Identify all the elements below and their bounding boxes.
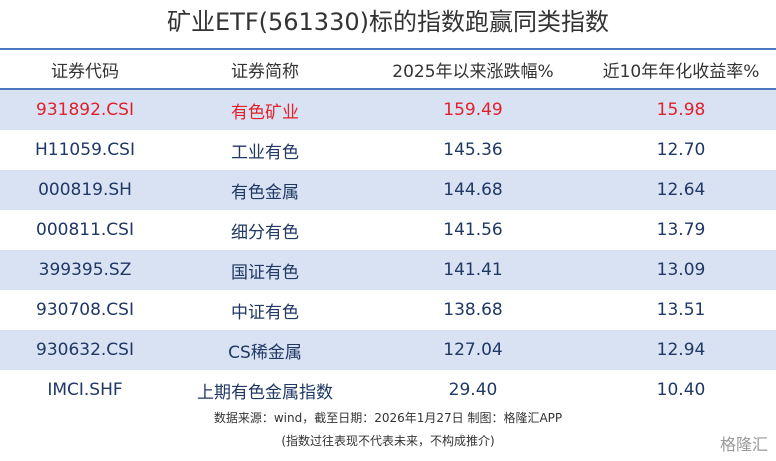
table-body: 931892.CSI 有色矿业 159.49 15.98 H11059.CSI 工业有色 1… — [0, 89, 776, 410]
table-row: H11059.CSI 工业有色 145.36 12.70 — [0, 130, 776, 170]
cell: 13.09 — [586, 250, 776, 290]
header-row: 证券代码 证券简称 2025年以来涨跌幅% 近10年年化收益率% — [0, 48, 776, 90]
header-cell: 近10年年化收益率% — [586, 48, 776, 90]
cell: 13.51 — [656, 300, 706, 320]
cell: 中证有色 — [231, 302, 299, 323]
source-note: 数据来源：wind，截至日期：2026年1月27日 制图：格隆汇APP — [213, 411, 563, 425]
cell: 930632.CSI — [0, 330, 170, 370]
cell: 29.40 — [448, 380, 498, 400]
cell: H11059.CSI — [35, 140, 135, 160]
cell: 930708.CSI — [36, 300, 134, 320]
cell: 141.56 — [443, 220, 503, 240]
cell: 13.79 — [656, 220, 706, 240]
cell: 141.41 — [360, 250, 586, 290]
cell: 138.68 — [443, 300, 503, 320]
cell: 931892.CSI — [0, 89, 170, 130]
cell: 159.49 — [360, 89, 586, 130]
table-row: 000819.SH 有色金属 144.68 12.64 — [0, 170, 776, 210]
cell: 145.36 — [443, 140, 503, 160]
cell: 000819.SH — [0, 170, 170, 210]
cell: 12.94 — [586, 330, 776, 370]
table-row: 930708.CSI 中证有色 138.68 13.51 — [0, 290, 776, 330]
table-row: 399395.SZ 国证有色 141.41 13.09 — [0, 250, 776, 290]
table-row: 930632.CSI CS稀金属 127.04 12.94 — [0, 330, 776, 370]
cell: 127.04 — [360, 330, 586, 370]
header-cell: 证券代码 — [0, 48, 170, 90]
cell: 有色金属 — [170, 170, 360, 210]
cell: IMCI.SHF — [47, 380, 123, 400]
table: 证券代码 证券简称 2025年以来涨跌幅% 近10年年化收益率% 931892.CSI… — [0, 48, 776, 410]
cell: 10.40 — [656, 380, 706, 400]
watermark: 格隆汇 — [719, 435, 768, 454]
disclaimer: (指数过往表现不代表未来，不构成推介) — [281, 434, 495, 448]
cell: 144.68 — [360, 170, 586, 210]
title: 矿业ETF(561330)标的指数跑赢同类指数 — [167, 8, 609, 36]
header-cell: 证券简称 — [170, 48, 360, 90]
cell: 399395.SZ — [0, 250, 170, 290]
table-row: IMCI.SHF 上期有色金属指数 29.40 10.40 — [0, 370, 776, 410]
cell: 细分有色 — [231, 222, 299, 243]
cell: 12.64 — [586, 170, 776, 210]
cell: CS稀金属 — [170, 330, 360, 370]
cell: 有色矿业 — [170, 89, 360, 130]
cell: 12.70 — [656, 140, 706, 160]
cell: 国证有色 — [170, 250, 360, 290]
header-cell: 2025年以来涨跌幅% — [360, 48, 586, 90]
cell: 15.98 — [586, 89, 776, 130]
cell: 000811.CSI — [36, 220, 134, 240]
cell: 上期有色金属指数 — [197, 382, 333, 403]
table-row: 931892.CSI 有色矿业 159.49 15.98 — [0, 89, 776, 130]
cell: 工业有色 — [231, 142, 299, 163]
table-row: 000811.CSI 细分有色 141.56 13.79 — [0, 210, 776, 250]
